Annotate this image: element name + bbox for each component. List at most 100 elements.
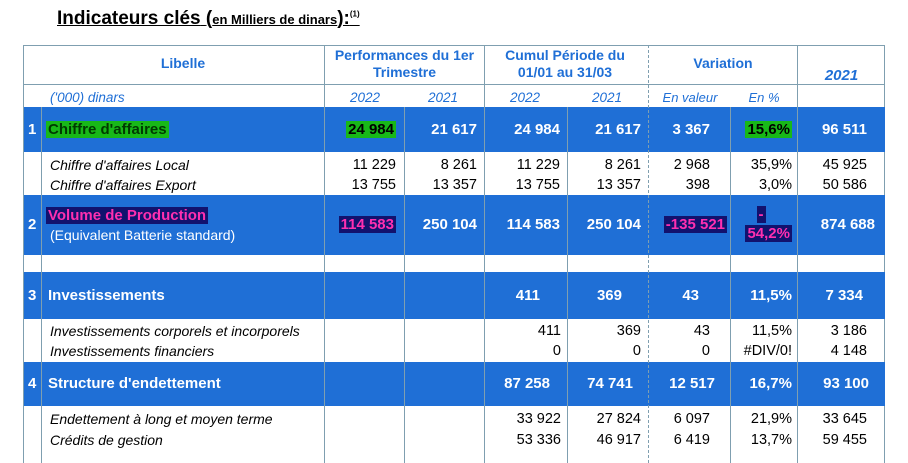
row-1b-year-2021: 50 586 [822, 177, 867, 193]
row-4b-year-2021: 59 455 [822, 432, 867, 448]
row-1b-perf-2022: 13 755 [351, 177, 396, 193]
row-4a-label: Endettement à long et moyen terme [50, 411, 273, 427]
header-en-pct: En % [748, 90, 780, 105]
row-4a-var-pct: 21,9% [750, 411, 792, 427]
row-1b-cumul-2021: 13 357 [596, 177, 641, 193]
row-1b-cumul-2022: 13 755 [515, 177, 560, 193]
row-1a-cumul-2022: 11 229 [516, 157, 560, 173]
band-row-3 [24, 272, 885, 319]
col-divider-b [404, 107, 405, 463]
row-4-cumul-2022: 87 258 [504, 375, 550, 392]
header-performances: Performances du 1er Trimestre [334, 47, 475, 80]
row-3b-var-value: 0 [701, 343, 710, 359]
title-note: (1) [349, 9, 360, 19]
row-4b-cumul-2021: 46 917 [596, 432, 641, 448]
row-3b-year-2021: 4 148 [830, 343, 867, 359]
band-row-2 [24, 195, 885, 255]
row-1b-perf-2021: 13 357 [432, 177, 477, 193]
row-3a-var-value: 43 [693, 323, 710, 339]
header-libelle: Libelle [160, 55, 206, 71]
row-3a-year-2021: 3 186 [830, 323, 867, 339]
title-open: ( [205, 8, 213, 29]
band-row-4 [24, 362, 885, 406]
row-1a-label: Chiffre d'affaires Local [50, 157, 189, 173]
row-2-cumul-2022: 114 583 [506, 216, 560, 233]
row-3a-label: Investissements corporels et incorporels [50, 323, 300, 339]
header-divider [23, 84, 885, 85]
row-1-var-value: 3 367 [672, 121, 710, 138]
title-unit: en Milliers de dinars [212, 12, 338, 27]
row-1a-perf-2022: 11 229 [352, 157, 396, 173]
col-divider-d [567, 107, 568, 463]
col-divider-e [648, 45, 649, 463]
row-4b-label: Crédits de gestion [50, 432, 163, 448]
row-3-number: 3 [28, 287, 37, 304]
row-1-var-pct: 15,6% [745, 121, 792, 138]
row-3b-label: Investissements financiers [50, 343, 215, 359]
row-3-year-2021: 7 334 [825, 287, 863, 304]
row-2-var-pct-sign: - [756, 206, 766, 223]
row-4b-var-value: 6 419 [673, 432, 710, 448]
header-year-2022-cumul: 2022 [509, 90, 541, 105]
row-4-label: Structure d'endettement [48, 375, 221, 392]
row-3a-cumul-2021: 369 [616, 323, 641, 339]
row-3a-cumul-2022: 411 [537, 323, 561, 339]
row-3-label: Investissements [48, 287, 165, 304]
row-4a-cumul-2021: 27 824 [596, 411, 641, 427]
row-1a-var-value: 2 968 [673, 157, 710, 173]
row-1-label: Chiffre d'affaires [46, 121, 169, 138]
row-4a-var-value: 6 097 [673, 411, 710, 427]
row-2-sublabel: (Equivalent Batterie standard) [50, 227, 236, 243]
row-4-year-2021: 93 100 [823, 375, 869, 392]
row-2-label: Volume de Production [46, 207, 209, 224]
row-1-perf-2022: 24 984 [346, 121, 396, 138]
row-4-number: 4 [28, 375, 37, 392]
col-divider-f [730, 107, 731, 463]
row-4a-year-2021: 33 645 [822, 411, 867, 427]
row-1b-var-value: 398 [685, 177, 710, 193]
header-unit-label: ('000) dinars [50, 90, 125, 105]
header-en-valeur: En valeur [662, 90, 718, 105]
header-cumul: Cumul Période du 01/01 au 31/03 [505, 47, 625, 80]
row-1-cumul-2021: 21 617 [595, 121, 641, 138]
col-divider-a [324, 45, 325, 463]
row-2-cumul-2021: 250 104 [586, 216, 641, 233]
row-2-number: 2 [28, 216, 37, 233]
row-1a-var-pct: 35,9% [750, 157, 792, 173]
row-3-var-pct: 11,5% [750, 287, 792, 304]
row-2-perf-2022: 114 583 [338, 216, 396, 233]
row-1-cumul-2022: 24 984 [514, 121, 560, 138]
row-2-perf-2021: 250 104 [422, 216, 477, 233]
row-3-var-value: 43 [682, 287, 699, 304]
header-2021: 2021 [824, 67, 859, 84]
row-2-var-pct: 54,2% [745, 225, 792, 242]
title-main: Indicateurs clés [57, 8, 201, 29]
row-3-cumul-2022: 411 [515, 287, 540, 304]
col-divider-g [797, 45, 798, 463]
row-1a-year-2021: 45 925 [822, 157, 867, 173]
row-1-number: 1 [28, 121, 37, 138]
row-2-year-2021: 874 688 [820, 216, 875, 233]
title-close: ): [337, 8, 350, 29]
row-4-cumul-2021: 74 741 [587, 375, 633, 392]
row-3b-cumul-2021: 0 [632, 343, 641, 359]
row-4a-cumul-2022: 33 922 [516, 411, 561, 427]
row-4-var-value: 12 517 [669, 375, 715, 392]
row-4b-cumul-2022: 53 336 [516, 432, 561, 448]
row-3-cumul-2021: 369 [596, 287, 622, 304]
page-title: Indicateurs clés (en Milliers de dinars)… [57, 8, 360, 30]
row-3b-var-pct: #DIV/0! [743, 343, 792, 359]
col-num-divider [41, 107, 42, 463]
row-3a-var-pct: 11,5% [751, 323, 792, 339]
row-1-year-2021: 96 511 [821, 121, 867, 138]
row-4b-var-pct: 13,7% [750, 432, 792, 448]
row-3b-cumul-2022: 0 [552, 343, 561, 359]
row-1a-cumul-2021: 8 261 [604, 157, 641, 173]
row-1-perf-2021: 21 617 [431, 121, 477, 138]
header-year-2021-perf: 2021 [427, 90, 459, 105]
header-year-2022-perf: 2022 [349, 90, 381, 105]
row-1b-var-pct: 3,0% [758, 177, 792, 193]
header-year-2021-cumul: 2021 [591, 90, 623, 105]
row-2-var-value: -135 521 [663, 216, 727, 233]
row-4-var-pct: 16,7% [749, 375, 792, 392]
